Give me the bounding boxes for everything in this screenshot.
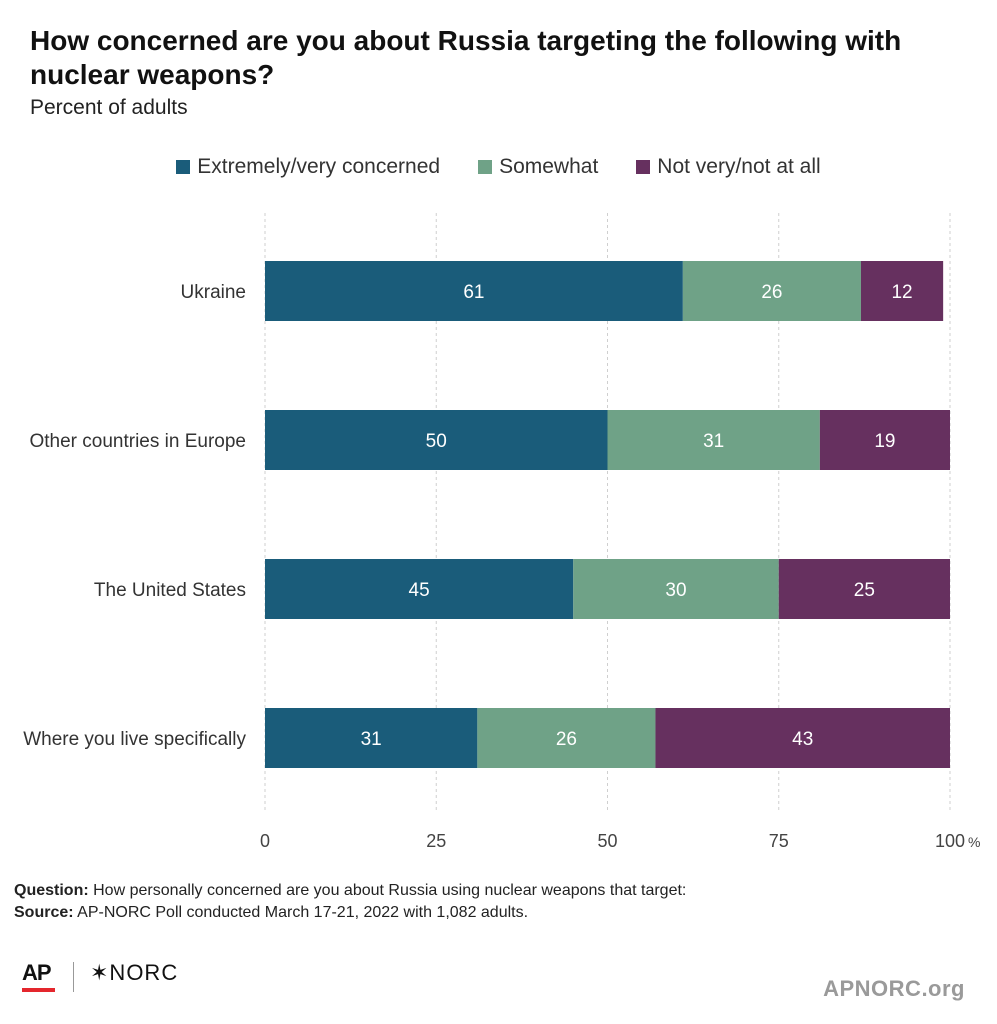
category-label: Other countries in Europe [29, 431, 246, 452]
x-tick-label-75: 75 [769, 831, 789, 851]
data-label: 19 [874, 431, 895, 452]
x-tick-label-25: 25 [426, 831, 446, 851]
ap-logo: AP [22, 960, 52, 985]
logo-divider [73, 962, 74, 992]
data-label: 31 [361, 729, 382, 750]
legend-item-extremely: Extremely/very concerned [176, 155, 440, 179]
data-label: 31 [703, 431, 724, 452]
bar-segment [778, 559, 950, 619]
data-label: 61 [463, 282, 484, 303]
chart-title: How concerned are you about Russia targe… [30, 25, 902, 90]
bar-segment [607, 410, 820, 470]
data-label: 50 [426, 431, 447, 452]
bar-segment [265, 559, 574, 619]
legend-item-somewhat: Somewhat [478, 155, 598, 179]
bar-segment [655, 708, 950, 768]
question-text: How personally concerned are you about R… [88, 882, 687, 899]
bar-segment [819, 410, 950, 470]
legend-swatch-somewhat [478, 160, 493, 174]
source-label: Source: [14, 904, 74, 921]
data-label: 26 [556, 729, 577, 750]
x-tick-label-50: 50 [597, 831, 617, 851]
norc-logo: ✶NORC [90, 960, 179, 985]
bar-segment [682, 261, 861, 321]
site-url: APNORC.org [823, 976, 965, 1001]
bar-segment [265, 410, 608, 470]
data-label: 25 [854, 580, 875, 601]
question-note: Question: How personally concerned are y… [14, 880, 686, 902]
stacked-bar-chart: 0 25 50 75 100 % Ukraine 61 26 12 Other countries … [23, 213, 980, 851]
data-label: 26 [761, 282, 782, 303]
category-label: The United States [94, 580, 246, 601]
x-unit-label: % [968, 834, 980, 850]
source-text: AP-NORC Poll conducted March 17-21, 2022… [73, 904, 529, 921]
data-label: 12 [891, 282, 912, 303]
bar-segment [477, 708, 656, 768]
bar-segment [860, 261, 944, 321]
source-note: Source: AP-NORC Poll conducted March 17-… [14, 902, 686, 924]
chart-subtitle: Percent of adults [30, 96, 188, 119]
x-tick-label-0: 0 [260, 831, 270, 851]
footer-notes: Question: How personally concerned are y… [14, 880, 686, 924]
legend-swatch-not-very [636, 160, 651, 174]
legend-item-not-very: Not very/not at all [636, 155, 821, 179]
data-label: 30 [665, 580, 686, 601]
bar-segment [573, 559, 779, 619]
legend-swatch-extremely [176, 160, 191, 174]
category-label: Where you live specifically [23, 729, 246, 750]
data-label: 43 [792, 729, 813, 750]
legend-label-extremely: Extremely/very concerned [197, 155, 441, 178]
data-label: 45 [409, 580, 430, 601]
bar-segment [265, 708, 478, 768]
ap-logo-underline [22, 988, 55, 992]
legend: Extremely/very concerned Somewhat Not ve… [0, 155, 997, 179]
question-label: Question: [14, 882, 89, 899]
legend-label-somewhat: Somewhat [499, 155, 599, 178]
legend-label-not-very: Not very/not at all [657, 155, 821, 178]
bar-segment [265, 261, 683, 321]
category-label: Ukraine [181, 282, 246, 303]
x-tick-label-100: 100 [935, 831, 965, 851]
